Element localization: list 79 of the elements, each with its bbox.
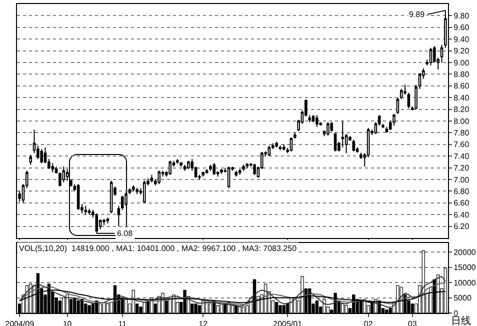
candlestick	[158, 170, 160, 185]
y-tick-label: 8.80	[454, 70, 470, 79]
y-tick-label: 8.60	[454, 82, 470, 91]
y-tick-label: 9.40	[454, 34, 470, 44]
candlestick	[246, 162, 249, 168]
y-tick-label: 5000	[454, 294, 472, 303]
candlestick	[117, 205, 120, 227]
candlestick	[253, 163, 256, 176]
y-tick-label: 9.60	[454, 23, 470, 32]
candlestick	[268, 145, 271, 157]
y-tick-label: 6.60	[454, 198, 470, 208]
candlestick	[187, 160, 190, 170]
candlestick	[150, 174, 154, 183]
y-tick-label: 7.60	[454, 140, 470, 150]
candlestick	[209, 164, 212, 172]
candlestick	[176, 158, 179, 164]
annotation: 9.89	[409, 10, 426, 19]
candlestick	[275, 142, 278, 148]
annotation: VOL(5,10,20) 14819.000 , MA1: 10401.000 , MA2: 9967.100 , MA3: 7083.250	[19, 244, 298, 253]
candlestick	[205, 168, 208, 174]
candlestick	[294, 132, 296, 140]
candlestick	[400, 88, 403, 100]
candlestick	[142, 180, 146, 204]
candlestick	[334, 132, 337, 152]
candlestick	[168, 160, 172, 176]
line-series	[19, 276, 446, 308]
candlestick	[76, 184, 80, 210]
candlestick	[136, 187, 138, 195]
candlestick	[124, 192, 128, 206]
text: 日线	[451, 315, 471, 326]
y-tick-label: 6.20	[454, 222, 470, 232]
candlestick	[202, 171, 205, 178]
y-tick-label: 8.20	[454, 105, 470, 114]
candlestick	[110, 180, 113, 214]
candlestick	[106, 217, 110, 224]
y-tick-label: 15000	[454, 263, 476, 272]
y-tick-label: 6.80	[454, 187, 470, 196]
candlestick	[290, 136, 293, 152]
y-tick-label: 9.80	[454, 12, 470, 20]
candlestick	[29, 154, 32, 166]
candlestick	[278, 145, 282, 151]
candlestick	[132, 184, 135, 192]
y-tick-label: 8.40	[454, 93, 470, 102]
y-tick-label: 7.00	[454, 175, 470, 184]
candlestick	[242, 164, 245, 172]
candlestick	[120, 195, 124, 210]
candlestick	[392, 113, 396, 126]
candlestick	[84, 205, 88, 216]
annotation: 6.08	[117, 229, 134, 238]
candlestick	[429, 47, 432, 66]
candlestick	[220, 168, 223, 174]
line-series	[19, 282, 446, 305]
candlestick	[330, 122, 334, 132]
y-tick-label: 7.80	[454, 128, 470, 138]
candlestick	[102, 218, 106, 226]
y-tick-label: 9.20	[454, 46, 470, 56]
y-tick-label: 6.40	[454, 210, 470, 220]
candlestick	[234, 170, 238, 178]
candlestick	[88, 208, 91, 216]
candlestick	[183, 164, 186, 172]
candlestick	[326, 122, 330, 136]
y-tick-label: 10000	[454, 278, 476, 288]
candlestick	[227, 166, 230, 189]
candlestick	[312, 114, 315, 123]
candlestick	[316, 114, 318, 128]
candlestick	[282, 144, 286, 151]
y-tick-label: 7.20	[454, 164, 470, 173]
y-tick-label: 20000	[454, 248, 476, 257]
candlestick	[352, 139, 356, 152]
candlestick	[212, 162, 216, 176]
y-tick-label: 8.00	[454, 116, 470, 126]
candlestick	[238, 168, 242, 176]
y-tick-label: 9.00	[454, 58, 470, 68]
candlestick	[40, 148, 43, 164]
y-tick-label: 7.40	[454, 152, 470, 161]
candlestick	[62, 166, 66, 183]
candlestick	[51, 162, 54, 173]
candlestick	[180, 161, 182, 168]
candlestick	[396, 97, 400, 114]
